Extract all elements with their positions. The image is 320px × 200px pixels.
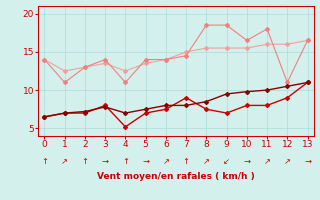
Text: ↑: ↑ — [82, 157, 88, 166]
Text: Vent moyen/en rafales ( km/h ): Vent moyen/en rafales ( km/h ) — [97, 172, 255, 181]
Text: →: → — [142, 157, 149, 166]
Text: ↑: ↑ — [122, 157, 129, 166]
Text: ↗: ↗ — [264, 157, 270, 166]
Text: ↑: ↑ — [183, 157, 190, 166]
Text: →: → — [102, 157, 109, 166]
Text: →: → — [304, 157, 311, 166]
Text: →: → — [243, 157, 250, 166]
Text: ↗: ↗ — [284, 157, 291, 166]
Text: ↑: ↑ — [41, 157, 48, 166]
Text: ↗: ↗ — [203, 157, 210, 166]
Text: ↙: ↙ — [223, 157, 230, 166]
Text: ↗: ↗ — [162, 157, 169, 166]
Text: ↗: ↗ — [61, 157, 68, 166]
